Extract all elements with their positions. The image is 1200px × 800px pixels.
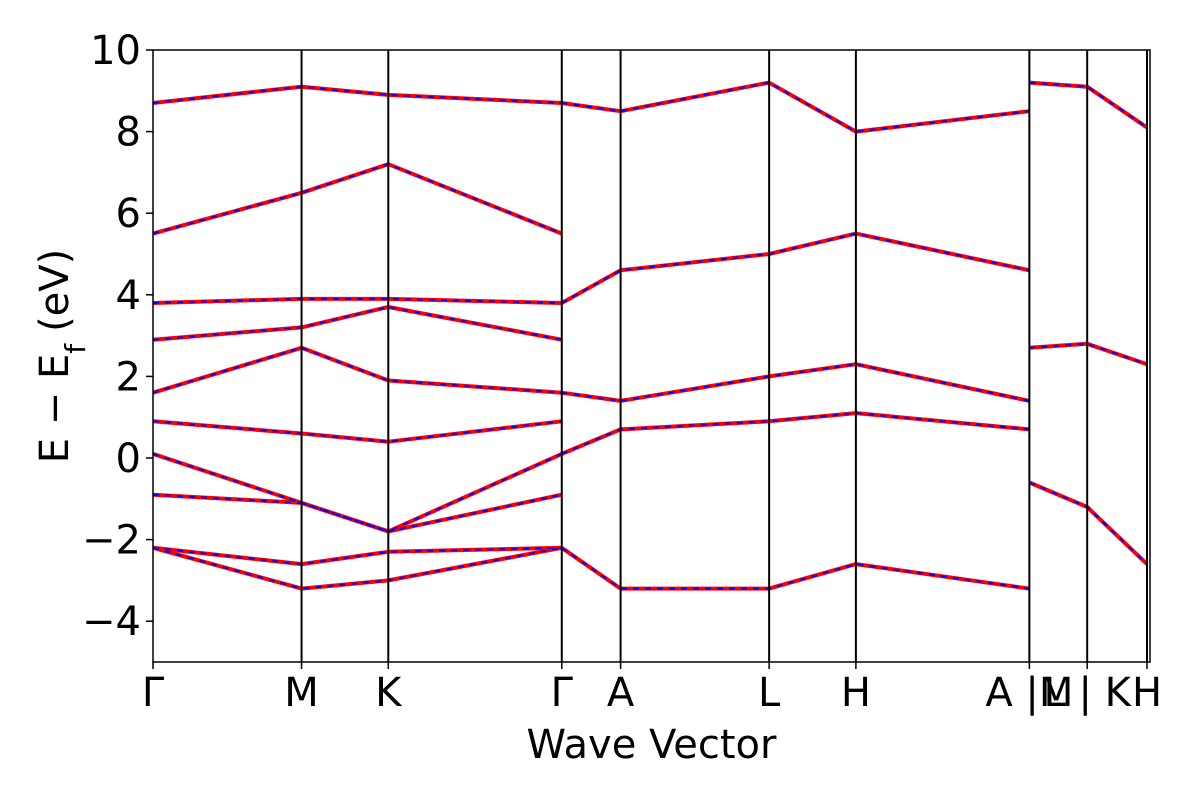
band-line-red-3 <box>152 452 563 534</box>
band-line-red-15 <box>1028 480 1149 566</box>
y-tick-label-2: 6 <box>116 191 141 237</box>
band-line-red-5 <box>152 345 562 395</box>
band-line-red-2 <box>152 492 563 534</box>
x-tick-label-1: M <box>284 670 319 716</box>
band-line-red-12 <box>561 362 1030 403</box>
axes-frame <box>152 49 1151 663</box>
y-tick-label-3: 4 <box>116 273 141 319</box>
y-tick-label-5: 0 <box>116 436 141 482</box>
y-axis-title-unit: (eV) <box>32 249 78 332</box>
y-tick-label-7: −4 <box>82 599 141 645</box>
y-tick-label-6: −2 <box>82 518 141 564</box>
x-tick-label-7: A |M <box>985 670 1073 716</box>
band-line-red-10 <box>560 546 1030 591</box>
band-line-blue-5 <box>152 346 562 394</box>
x-tick-label-8: L | K <box>1043 670 1132 716</box>
band-line-blue-16 <box>1029 342 1148 366</box>
x-tick-label-5: L <box>758 670 781 716</box>
band-line-blue-8 <box>152 163 563 235</box>
x-tick-label-6: H <box>841 670 871 716</box>
x-tick-label-9: H <box>1132 670 1162 716</box>
band-line-blue-9 <box>152 85 562 104</box>
y-axis-ticks: 10 8 6 4 2 0 −2 −4 <box>82 28 153 645</box>
band-line-blue-2 <box>152 493 563 533</box>
band-line-blue-14 <box>561 81 1030 133</box>
band-line-red-13 <box>560 231 1030 305</box>
y-axis-title-main: E − E <box>32 354 78 464</box>
y-tick-label-0: 10 <box>90 28 141 74</box>
band-line-blue-1 <box>152 546 562 566</box>
x-axis-title: Wave Vector <box>527 722 778 768</box>
svg-text:E − Ef(eV): E − Ef (eV) <box>32 249 92 464</box>
high-symmetry-dividers <box>300 50 1149 662</box>
x-tick-label-4: A <box>607 670 635 716</box>
band-line-red-11 <box>561 411 1030 456</box>
band-line-blue-4 <box>152 420 562 443</box>
y-axis-title: E − Ef (eV) <box>32 249 92 464</box>
x-tick-label-2: K <box>375 670 403 716</box>
band-line-blue-12 <box>561 363 1030 402</box>
y-tick-label-4: 2 <box>116 354 141 400</box>
band-line-red-14 <box>561 80 1030 134</box>
band-line-blue-7 <box>152 297 562 304</box>
band-line-blue-0 <box>152 546 562 590</box>
band-line-red-8 <box>152 162 563 236</box>
y-tick-label-1: 8 <box>116 110 141 156</box>
band-line-blue-6 <box>152 306 562 341</box>
x-tick-label-3: Γ <box>551 670 574 716</box>
x-tick-label-0: Γ <box>142 670 165 716</box>
band-line-red-17 <box>1029 80 1149 130</box>
band-line-blue-15 <box>1029 481 1148 565</box>
y-axis-title-subscript: f <box>59 343 92 354</box>
